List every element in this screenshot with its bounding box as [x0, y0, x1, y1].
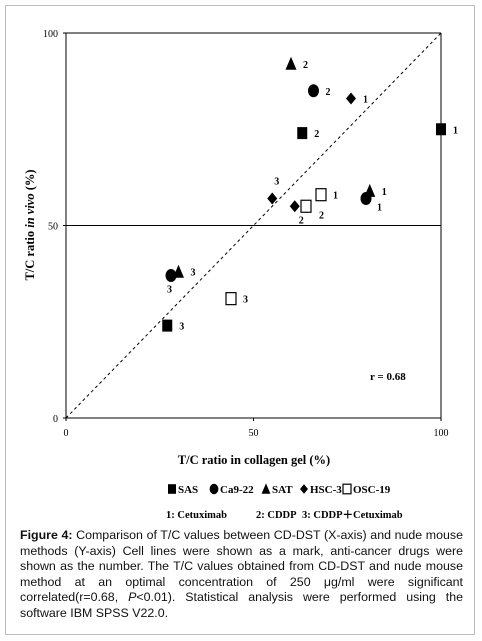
- marker-circle: [165, 269, 177, 283]
- legend-label: HSC-3: [310, 484, 342, 496]
- point-label: 2: [326, 87, 331, 98]
- y-tick-label: 0: [53, 414, 58, 425]
- y-label-part: (%): [23, 169, 37, 193]
- drug-legend: 3: CDDP＋Cetuximab: [302, 509, 403, 520]
- marker-triangle: [285, 56, 297, 70]
- y-axis-label: T/C ratio in vivo (%): [23, 169, 37, 280]
- marker-triangle: [364, 183, 376, 197]
- point-label: 2: [303, 60, 308, 71]
- marker-circle: [209, 483, 219, 495]
- point-label: 3: [179, 322, 184, 333]
- point-label: 3: [191, 268, 196, 279]
- y-tick-label: 50: [48, 222, 58, 233]
- point-label: 3: [243, 295, 248, 306]
- chart: T/C ratio in collagen gel (%) T/C ratio …: [23, 29, 458, 520]
- marker-diamond: [346, 92, 356, 105]
- caption-label: Figure 4:: [20, 528, 73, 542]
- point-label: 3: [274, 177, 279, 188]
- legend-label: SAT: [272, 484, 293, 496]
- caption-text: P: [128, 590, 137, 605]
- marker-open-square: [342, 483, 352, 495]
- drug-legend: 2: CDDP: [256, 510, 297, 520]
- point-label: 3: [167, 285, 172, 296]
- marker-open-square: [315, 188, 327, 202]
- x-axis-label: T/C ratio in collagen gel (%): [178, 453, 330, 467]
- marker-open-square: [300, 199, 312, 213]
- legend-label: SAS: [178, 484, 198, 496]
- figure-frame: [5, 5, 475, 635]
- marker-circle: [308, 84, 319, 98]
- marker-square: [162, 319, 173, 332]
- point-label: 1: [333, 191, 338, 202]
- y-label-part: T/C ratio: [23, 228, 37, 281]
- marker-diamond: [300, 484, 308, 494]
- x-tick-label: 100: [434, 428, 449, 439]
- caption: Figure 4: Comparison of T/C values betwe…: [20, 528, 463, 622]
- marker-diamond: [289, 200, 300, 213]
- annotation: r = 0.68: [370, 371, 406, 383]
- legend-label: Ca9-22: [220, 484, 254, 496]
- point-label: 2: [314, 129, 319, 140]
- marker-diamond: [267, 192, 278, 205]
- caption-text: <0.01). Statistical analysis were perfor…: [20, 590, 463, 620]
- point-label: 2: [319, 210, 324, 221]
- marker-triangle: [261, 483, 271, 494]
- legend-label: OSC-19: [353, 484, 391, 496]
- drug-legend: 1: Cetuximab: [166, 510, 227, 520]
- point-label: 1: [382, 187, 387, 198]
- point-label: 1: [453, 125, 458, 136]
- point-label: 1: [377, 203, 382, 214]
- marker-triangle: [173, 264, 184, 278]
- marker-square: [297, 127, 308, 140]
- y-label-part: in vivo: [23, 193, 37, 227]
- point-label: 2: [299, 215, 304, 226]
- marker-square: [436, 123, 446, 136]
- point-label: 1: [363, 94, 368, 105]
- marker-square: [168, 484, 176, 494]
- marker-open-square: [225, 292, 237, 306]
- x-tick-label: 0: [64, 428, 69, 439]
- x-tick-label: 50: [249, 428, 259, 439]
- y-tick-label: 100: [43, 29, 58, 40]
- caption-text: Comparison of T/C values between CD-DST …: [20, 528, 463, 605]
